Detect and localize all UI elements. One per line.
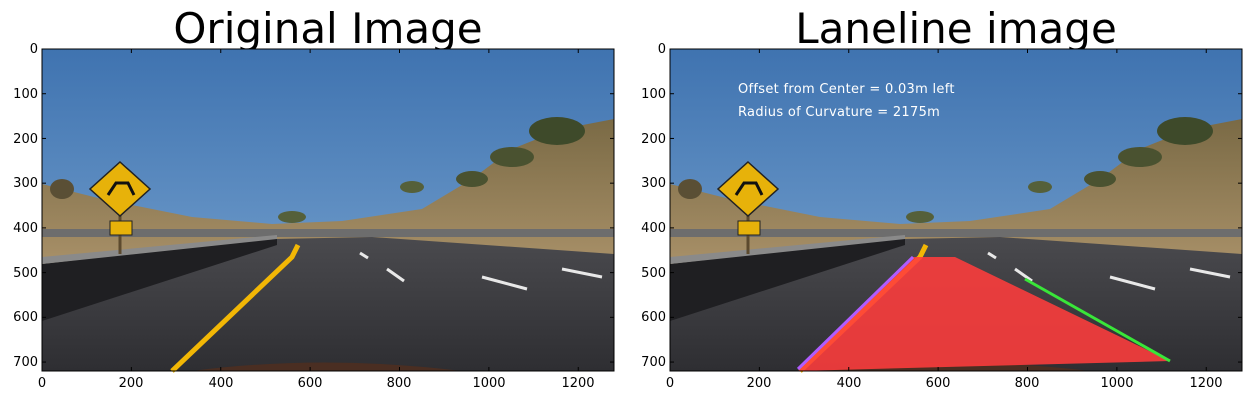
x-tick-label: 0: [666, 376, 674, 391]
right-lane-line: [1024, 277, 1171, 363]
laneline-image: Offset from Center = 0.03m left Radius o…: [670, 49, 1242, 371]
x-tick-labels-original: 0 200 400 600 800 1000 1200: [38, 376, 595, 391]
y-tick-label: 600: [13, 310, 38, 325]
left-lane-line: [796, 255, 915, 371]
offset-text: Offset from Center = 0.03m left: [738, 82, 955, 97]
y-tick-label: 700: [13, 355, 38, 370]
y-tick-labels-laneline: 0 100 200 300 400 500 600 700: [641, 42, 666, 370]
x-tick-label: 200: [119, 376, 144, 391]
x-tick-label: 600: [926, 376, 951, 391]
y-tick-label: 200: [641, 132, 666, 147]
y-tick-label: 0: [658, 42, 666, 57]
panel-title-laneline: Laneline image: [795, 4, 1117, 53]
y-tick-label: 500: [13, 266, 38, 281]
panel-laneline: Laneline image Offset from Center = 0.03…: [641, 4, 1242, 391]
y-tick-label: 100: [13, 87, 38, 102]
x-tick-label: 1200: [1189, 376, 1222, 391]
x-tick-label: 400: [209, 376, 234, 391]
x-tick-label: 1200: [561, 376, 594, 391]
y-tick-label: 300: [13, 176, 38, 191]
x-tick-label: 800: [1015, 376, 1040, 391]
curvature-text: Radius of Curvature = 2175m: [738, 105, 940, 120]
x-tick-label: 800: [387, 376, 412, 391]
x-tick-labels-laneline: 0 200 400 600 800 1000 1200: [666, 376, 1223, 391]
x-tick-label: 0: [38, 376, 46, 391]
axes-frame-original: [41, 48, 615, 372]
y-tick-label: 400: [13, 221, 38, 236]
x-tick-label: 1000: [472, 376, 505, 391]
y-tick-label: 700: [641, 355, 666, 370]
y-tick-label: 100: [641, 87, 666, 102]
x-tick-label: 1000: [1100, 376, 1133, 391]
y-tick-label: 300: [641, 176, 666, 191]
y-tick-label: 200: [13, 132, 38, 147]
lane-area-fill: [798, 257, 1170, 371]
panel-title-original: Original Image: [173, 4, 482, 53]
x-tick-label: 400: [837, 376, 862, 391]
x-tick-label: 600: [298, 376, 323, 391]
y-tick-label: 0: [30, 42, 38, 57]
tick-marks: [41, 48, 1242, 371]
y-tick-label: 600: [641, 310, 666, 325]
y-tick-labels-original: 0 100 200 300 400 500 600 700: [13, 42, 38, 370]
y-tick-label: 500: [641, 266, 666, 281]
x-tick-label: 200: [747, 376, 772, 391]
axes-frame-laneline: [669, 48, 1243, 372]
y-tick-label: 400: [641, 221, 666, 236]
original-image: [42, 49, 614, 371]
panel-original: Original Image 0 200 400 600 800 1000 12…: [13, 4, 614, 391]
